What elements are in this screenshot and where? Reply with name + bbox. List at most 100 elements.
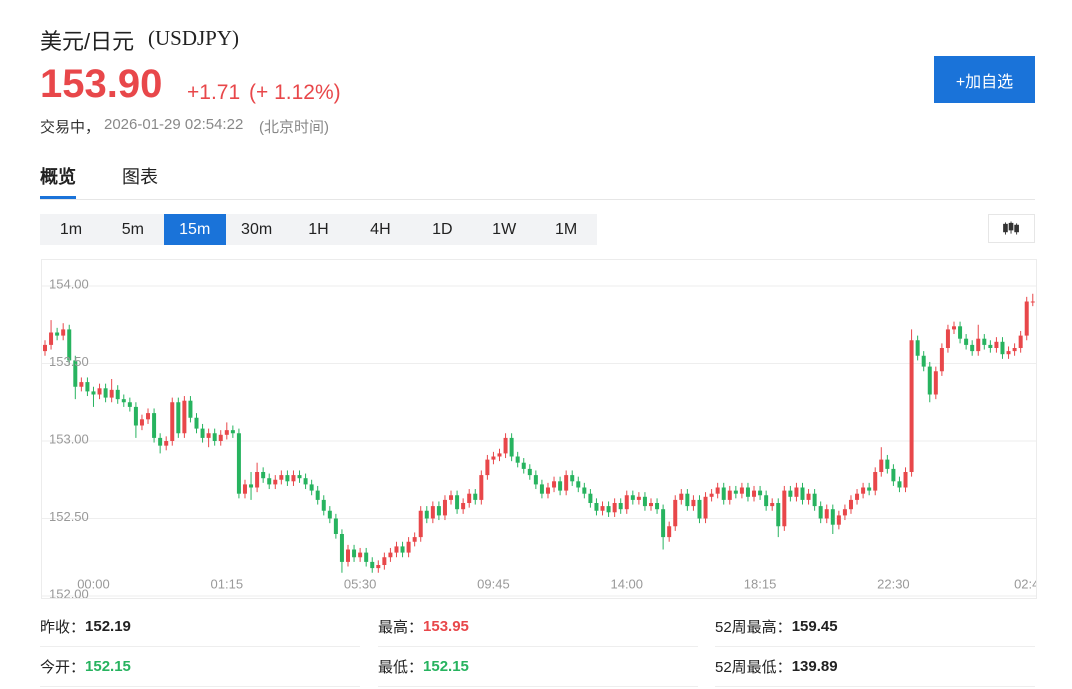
stat-item: 最高： 153.95: [378, 607, 698, 647]
candle-body: [842, 509, 847, 516]
candle-body: [939, 348, 944, 372]
candle-body: [291, 475, 296, 482]
candle-body: [848, 499, 853, 510]
chart-type-button[interactable]: [988, 214, 1035, 243]
candle-body: [782, 490, 787, 527]
candle-body: [430, 506, 435, 519]
interval-button[interactable]: 15m: [163, 214, 226, 245]
candle-body: [67, 329, 72, 361]
candle-body: [570, 475, 575, 482]
interval-bar: 1m 5m 15m 30m 1H 4H 1D 1W 1M: [40, 214, 597, 245]
interval-button[interactable]: 30m: [241, 220, 273, 238]
candle-body: [158, 437, 163, 446]
candle-body: [236, 433, 241, 494]
candle-body: [346, 549, 350, 562]
candle-body: [994, 341, 999, 348]
y-tick-label: 153.00: [49, 431, 89, 446]
candle-body: [879, 459, 884, 472]
candle-body: [315, 490, 320, 500]
candle-body: [61, 329, 66, 336]
candle-body: [418, 510, 423, 538]
stat-item: 最低： 152.15: [378, 647, 698, 687]
candle-body: [958, 326, 963, 339]
interval-button[interactable]: 5m: [121, 220, 144, 238]
candle-body: [915, 340, 920, 356]
candle-body: [273, 479, 278, 485]
x-tick-label: 14:00: [610, 576, 643, 591]
change: +1.71: [187, 81, 241, 104]
candle-body: [370, 561, 375, 569]
interval-button[interactable]: 1W: [492, 220, 517, 238]
candle-body: [970, 344, 975, 352]
add-watchlist-button[interactable]: +加自选: [934, 56, 1035, 103]
stat-value: 152.15: [423, 658, 469, 675]
candle-body: [903, 472, 908, 488]
candle-body: [436, 506, 441, 516]
candle-body: [594, 503, 599, 511]
x-tick-label: 18:15: [744, 576, 777, 591]
candle-body: [927, 366, 932, 395]
candle-body: [727, 490, 732, 500]
tab-bar: 概览 图表: [40, 163, 1035, 200]
candle-body: [836, 515, 841, 525]
candle-body: [582, 487, 587, 494]
candle-body: [861, 487, 866, 494]
tab[interactable]: 概览: [40, 163, 76, 199]
interval-button[interactable]: 4H: [370, 220, 391, 238]
candle-body: [176, 402, 181, 434]
interval-button[interactable]: 1H: [308, 220, 329, 238]
candle-body: [194, 417, 199, 429]
candle-body: [600, 506, 605, 511]
candle-body: [400, 546, 405, 553]
stat-value: 152.15: [85, 658, 131, 675]
candle-body: [921, 355, 926, 367]
candle-body: [988, 344, 993, 348]
interval-button[interactable]: 1M: [554, 220, 578, 238]
candle-body: [364, 552, 369, 562]
candle-body: [224, 430, 229, 435]
candle-body: [733, 490, 738, 494]
y-tick-label: 153.50: [49, 354, 89, 369]
candle-body: [85, 382, 90, 392]
candle-body: [479, 475, 484, 500]
candle-body: [491, 456, 496, 460]
x-tick-label: 22:30: [877, 576, 910, 591]
stat-item: 今开： 152.15: [40, 647, 360, 687]
stat-label: 今开：: [40, 659, 86, 676]
candle-body: [830, 509, 835, 525]
tab[interactable]: 图表: [122, 167, 158, 187]
candle-body: [612, 503, 617, 513]
interval-button[interactable]: 1m: [59, 220, 83, 238]
candle-body: [661, 509, 666, 538]
candle-body: [945, 329, 950, 348]
x-tick-label: 02:4: [1014, 576, 1037, 591]
candle-body: [539, 484, 544, 494]
interval-button[interactable]: 1D: [432, 220, 453, 238]
candle-body: [376, 565, 381, 569]
candle-body: [558, 481, 563, 491]
candle-body: [109, 389, 114, 398]
candle-body: [327, 510, 332, 519]
candle-body: [352, 549, 357, 558]
candle-body: [188, 400, 193, 418]
candle-body: [649, 503, 653, 507]
candle-body: [449, 495, 454, 500]
y-tick-label: 152.50: [49, 509, 89, 524]
candle-body: [1000, 341, 1005, 355]
candle-body: [812, 493, 817, 507]
candle-body: [588, 493, 593, 503]
candle-body: [303, 478, 308, 485]
candle-body: [91, 391, 96, 395]
candle-body: [642, 496, 647, 507]
candle-body: [673, 499, 678, 527]
candle-body: [788, 490, 793, 497]
y-tick-label: 154.00: [49, 276, 89, 291]
candle-body: [388, 552, 393, 558]
candle-body: [139, 419, 144, 426]
stat-item: 昨收： 152.19: [40, 607, 360, 647]
stat-value: 153.95: [423, 618, 469, 635]
candle-body: [1030, 301, 1035, 303]
instrument-name: 美元/日元: [40, 29, 135, 54]
candle-body: [618, 503, 623, 510]
candlestick-chart: 152.00 152.50 153.00 153.50 154.00 00:00 01:15…: [41, 259, 1037, 599]
